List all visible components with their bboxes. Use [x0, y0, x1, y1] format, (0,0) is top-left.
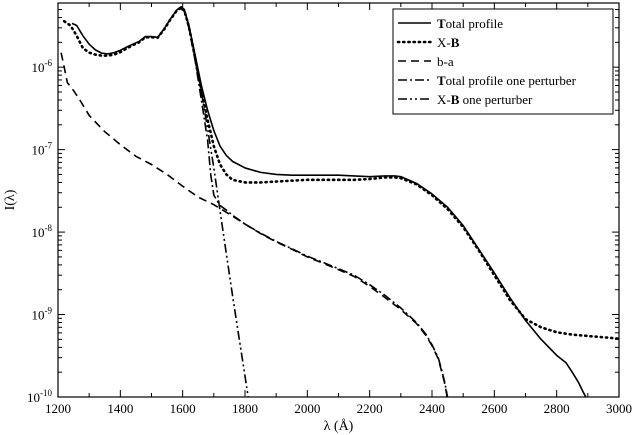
y-tick-label: 10-10 — [27, 388, 52, 405]
y-axis-label: I(λ) — [3, 189, 18, 210]
x-tick-label: 1400 — [107, 401, 133, 416]
series-line-4 — [179, 7, 249, 397]
axis-ticks: 1200 1400 1600 1800 2000 2200 2400 2600 2800 3000… — [27, 2, 632, 416]
x-tick-label: 3000 — [606, 401, 632, 416]
x-tick-label: 2000 — [294, 401, 320, 416]
x-tick-label: 2800 — [544, 401, 570, 416]
series-line-3 — [179, 7, 449, 397]
x-tick-label: 2200 — [357, 401, 383, 416]
y-tick-label: 10-8 — [32, 223, 53, 240]
x-tick-label: 1200 — [45, 401, 71, 416]
legend-label-4: X-B one perturber — [437, 92, 533, 107]
legend: Total profile X-B b-a Total profile one per… — [392, 8, 614, 115]
legend-label-0: Total profile — [437, 16, 503, 31]
legend-box — [392, 8, 614, 115]
y-tick-label: 10-6 — [32, 58, 53, 75]
x-tick-label: 1600 — [170, 401, 196, 416]
legend-label-2: b-a — [437, 54, 454, 69]
plot-frame — [57, 2, 620, 398]
x-tick-label: 1800 — [232, 401, 258, 416]
y-tick-label: 10-7 — [32, 141, 53, 158]
y-tick-label: 10-9 — [32, 306, 53, 323]
x-axis-label: λ (Å) — [324, 418, 354, 434]
x-tick-label: 2400 — [419, 401, 445, 416]
legend-label-3: Total profile one perturber — [437, 73, 577, 88]
series-line-1 — [62, 6, 619, 340]
x-tick-label: 2600 — [481, 401, 507, 416]
legend-label-1: X-B — [437, 35, 460, 50]
series-lines — [60, 5, 619, 397]
